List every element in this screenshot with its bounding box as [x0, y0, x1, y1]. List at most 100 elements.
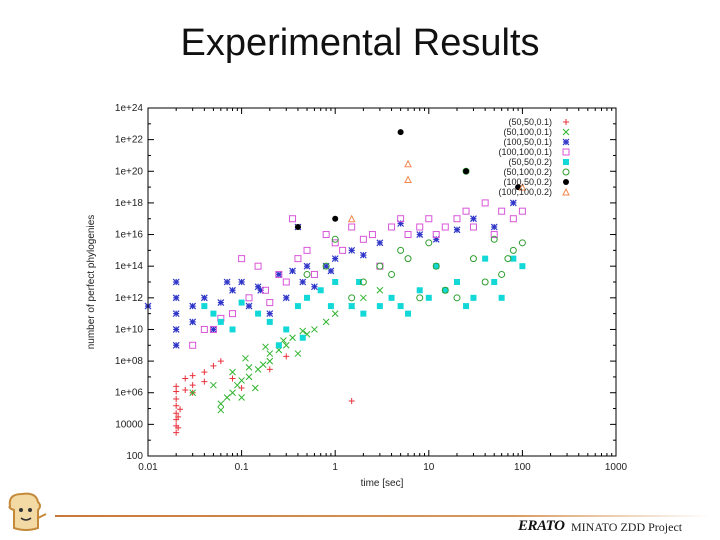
data-point — [289, 334, 296, 342]
series-5 — [303, 167, 526, 302]
data-point — [217, 358, 224, 365]
x-tick-label: 10 — [423, 462, 435, 473]
erato-logo: ERATO — [518, 518, 565, 534]
chart-legend: (50,50,0.1)(50,100,0.1)(100,50,0.1)(100,… — [498, 117, 570, 197]
data-point — [416, 231, 424, 238]
data-point — [283, 326, 290, 333]
data-point — [442, 287, 449, 294]
data-point — [518, 239, 526, 247]
data-point — [360, 310, 367, 317]
data-point — [317, 287, 324, 294]
data-point — [425, 294, 432, 301]
data-point — [245, 294, 253, 302]
x-tick-label: 0.01 — [138, 462, 158, 473]
data-point — [173, 402, 180, 409]
data-point — [331, 239, 339, 247]
data-point — [251, 384, 259, 392]
legend-marker — [562, 187, 570, 196]
data-point — [289, 215, 297, 223]
data-point — [453, 226, 461, 234]
data-point — [266, 366, 273, 373]
data-point — [368, 231, 376, 239]
data-point — [266, 350, 274, 357]
data-point — [359, 235, 367, 243]
data-point — [238, 255, 246, 263]
data-point — [453, 294, 461, 302]
footer-divider — [55, 515, 710, 517]
x-tick-label: 0.1 — [235, 462, 249, 473]
data-point — [229, 389, 236, 397]
y-tick-label: 10000 — [115, 419, 143, 430]
data-point — [299, 278, 307, 286]
data-point — [433, 263, 440, 270]
data-point — [327, 303, 334, 310]
data-point — [490, 223, 498, 231]
data-point — [229, 375, 236, 382]
data-point — [189, 318, 197, 326]
data-point — [331, 235, 339, 243]
data-point — [238, 299, 245, 306]
data-point — [425, 215, 433, 223]
data-point — [490, 235, 498, 243]
data-point — [376, 239, 384, 247]
data-point — [201, 369, 208, 376]
data-point — [254, 283, 262, 291]
data-point — [311, 283, 318, 291]
data-point — [223, 278, 231, 286]
data-point — [482, 255, 489, 262]
data-point — [189, 372, 196, 379]
series-6 — [294, 129, 522, 230]
data-point — [304, 294, 311, 301]
data-point — [510, 255, 517, 262]
data-point — [327, 267, 335, 275]
data-point — [266, 357, 274, 365]
data-point — [283, 353, 290, 360]
data-point — [519, 263, 526, 270]
x-tick-label: 1000 — [605, 462, 628, 473]
data-point — [441, 223, 449, 231]
y-tick-label: 1e+22 — [115, 135, 144, 146]
series-4 — [201, 255, 526, 349]
data-point — [397, 129, 404, 136]
data-point — [432, 231, 440, 239]
data-point — [388, 223, 396, 231]
data-point — [481, 278, 489, 286]
data-point — [259, 361, 267, 368]
y-tick-label: 1e+08 — [115, 356, 144, 367]
data-point — [172, 310, 180, 318]
series-3 — [189, 199, 526, 349]
y-tick-label: 1e+24 — [115, 103, 144, 114]
data-point — [189, 341, 197, 349]
data-point — [261, 286, 269, 294]
legend-label: (50,100,0.2) — [503, 167, 552, 177]
scatter-chart: 0.01 0.1 1 10 100 1000 100 10000 1e+06 1e+08 1e+10… — [86, 103, 628, 489]
data-point — [245, 373, 253, 381]
bread-mascot-icon — [8, 492, 47, 531]
data-point — [376, 303, 383, 310]
data-point — [331, 255, 339, 263]
data-point — [360, 294, 367, 302]
data-point — [303, 246, 311, 254]
data-point — [173, 383, 180, 390]
plot-area — [144, 129, 527, 436]
data-point — [518, 182, 527, 191]
data-point — [266, 299, 274, 307]
data-point — [509, 246, 517, 254]
data-point — [432, 262, 440, 270]
y-tick-label: 1e+16 — [115, 230, 144, 241]
data-point — [332, 215, 339, 222]
data-point — [294, 223, 301, 230]
y-tick-label: 1e+14 — [115, 261, 144, 272]
data-point — [339, 246, 347, 254]
y-tick-label: 100 — [126, 451, 143, 462]
data-point — [200, 294, 208, 302]
legend-marker — [562, 128, 570, 136]
y-axis-label: number of perfect phylogenies — [86, 215, 97, 350]
data-point — [359, 251, 367, 259]
data-point — [242, 354, 249, 362]
data-point — [294, 255, 302, 263]
data-point — [498, 270, 506, 278]
data-point — [416, 294, 424, 302]
data-point — [416, 223, 424, 231]
data-point — [463, 168, 470, 175]
